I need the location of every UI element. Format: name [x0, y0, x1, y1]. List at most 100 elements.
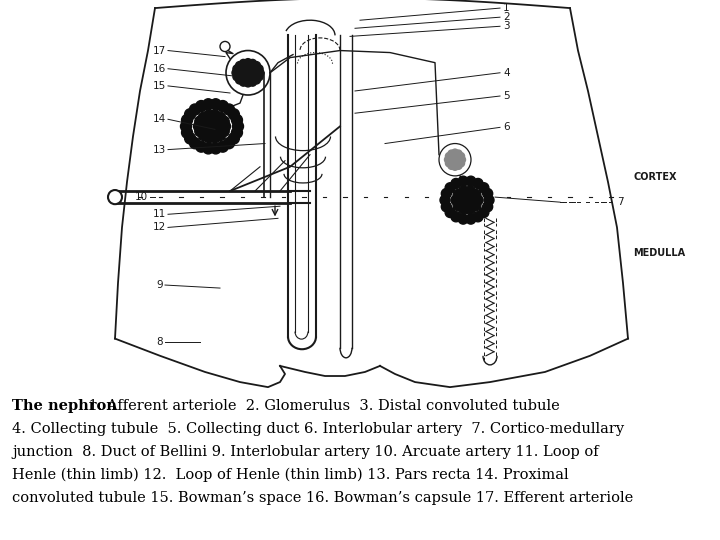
Circle shape — [204, 110, 215, 121]
Circle shape — [473, 212, 483, 222]
Circle shape — [451, 212, 461, 222]
Circle shape — [218, 116, 229, 127]
Text: junction  8. Duct of Bellini 9. Interlobular artery 10. Arcuate artery 11. Loop : junction 8. Duct of Bellini 9. Interlobu… — [12, 445, 598, 459]
Circle shape — [217, 100, 228, 112]
Circle shape — [244, 59, 252, 67]
Circle shape — [465, 204, 475, 214]
Text: 11: 11 — [153, 210, 166, 219]
Text: MEDULLA: MEDULLA — [633, 248, 685, 258]
Circle shape — [459, 156, 466, 163]
Text: 1: 1 — [503, 3, 510, 13]
Circle shape — [244, 74, 252, 82]
Circle shape — [453, 190, 463, 200]
Circle shape — [253, 62, 261, 70]
Circle shape — [244, 64, 252, 72]
Circle shape — [181, 114, 192, 126]
Circle shape — [441, 201, 451, 212]
Circle shape — [228, 133, 239, 144]
Circle shape — [215, 130, 225, 140]
Circle shape — [451, 195, 461, 205]
Text: 14: 14 — [153, 114, 166, 124]
Circle shape — [465, 186, 475, 196]
Circle shape — [471, 201, 481, 211]
Circle shape — [248, 78, 256, 86]
Circle shape — [199, 112, 210, 123]
Circle shape — [466, 214, 476, 224]
Circle shape — [233, 121, 243, 132]
Circle shape — [184, 133, 196, 144]
Text: 3: 3 — [503, 21, 510, 31]
Circle shape — [484, 195, 494, 205]
Circle shape — [445, 183, 455, 193]
Circle shape — [232, 69, 240, 77]
Text: 9: 9 — [156, 280, 163, 290]
Circle shape — [243, 67, 253, 78]
Circle shape — [458, 214, 468, 224]
Circle shape — [189, 138, 200, 148]
Circle shape — [455, 150, 462, 157]
Circle shape — [451, 163, 459, 170]
Circle shape — [473, 178, 483, 188]
Circle shape — [218, 126, 229, 137]
Circle shape — [479, 183, 489, 193]
Circle shape — [181, 121, 192, 132]
Circle shape — [448, 150, 455, 157]
Circle shape — [215, 112, 225, 123]
Circle shape — [240, 78, 248, 86]
Circle shape — [451, 156, 459, 164]
Circle shape — [184, 109, 196, 120]
Text: 1. Afferent arteriole  2. Glomerulus  3. Distal convoluted tubule: 1. Afferent arteriole 2. Glomerulus 3. D… — [84, 399, 559, 413]
Text: 17: 17 — [153, 45, 166, 56]
Circle shape — [448, 163, 455, 170]
Circle shape — [453, 201, 463, 211]
Circle shape — [458, 160, 464, 167]
Circle shape — [240, 72, 248, 80]
Circle shape — [244, 79, 252, 87]
Text: 5: 5 — [503, 91, 510, 101]
Circle shape — [199, 130, 210, 140]
Text: 8: 8 — [156, 336, 163, 347]
Circle shape — [451, 149, 459, 156]
Circle shape — [248, 72, 256, 80]
Circle shape — [210, 143, 221, 154]
Text: 7: 7 — [617, 197, 624, 207]
Text: 4. Collecting tubule  5. Collecting duct 6. Interlobular artery  7. Cortico-medu: 4. Collecting tubule 5. Collecting duct … — [12, 422, 624, 436]
Circle shape — [231, 114, 243, 126]
Circle shape — [444, 156, 451, 163]
Circle shape — [248, 65, 256, 73]
Circle shape — [210, 99, 221, 110]
Circle shape — [445, 207, 455, 218]
Circle shape — [204, 119, 220, 134]
Circle shape — [210, 132, 220, 143]
Circle shape — [223, 104, 235, 115]
Circle shape — [238, 69, 246, 77]
Circle shape — [451, 178, 461, 188]
Circle shape — [231, 127, 243, 138]
Circle shape — [455, 163, 462, 170]
Circle shape — [466, 176, 476, 186]
Circle shape — [459, 204, 469, 214]
Circle shape — [446, 153, 452, 160]
Circle shape — [479, 207, 489, 218]
Text: 10: 10 — [135, 192, 148, 202]
Circle shape — [240, 59, 248, 68]
Circle shape — [253, 76, 261, 84]
Circle shape — [440, 195, 450, 205]
Circle shape — [458, 153, 464, 160]
Circle shape — [195, 116, 206, 127]
Circle shape — [471, 190, 481, 200]
Circle shape — [223, 138, 235, 148]
Circle shape — [441, 188, 451, 199]
Circle shape — [194, 121, 204, 132]
Circle shape — [460, 193, 474, 207]
Circle shape — [235, 76, 243, 84]
Text: 16: 16 — [153, 64, 166, 74]
Circle shape — [228, 109, 239, 120]
Circle shape — [256, 69, 264, 77]
Circle shape — [181, 127, 192, 138]
Circle shape — [195, 126, 206, 137]
Text: 4: 4 — [503, 68, 510, 78]
Circle shape — [482, 201, 492, 212]
Circle shape — [196, 141, 207, 152]
Circle shape — [473, 195, 483, 205]
